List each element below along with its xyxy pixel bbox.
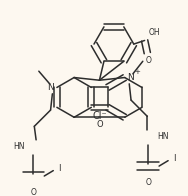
Text: HN: HN: [13, 142, 24, 151]
Text: Cl⁻: Cl⁻: [92, 111, 107, 121]
Text: N: N: [127, 73, 134, 82]
Text: O: O: [96, 120, 103, 129]
Text: O: O: [30, 188, 36, 196]
Text: OH: OH: [148, 28, 160, 37]
Text: O: O: [145, 178, 151, 187]
Text: HN: HN: [157, 132, 169, 141]
Text: O: O: [145, 56, 151, 65]
Text: I: I: [58, 164, 60, 173]
Text: N: N: [47, 83, 54, 92]
Text: I: I: [173, 154, 175, 163]
Text: +: +: [135, 69, 141, 75]
